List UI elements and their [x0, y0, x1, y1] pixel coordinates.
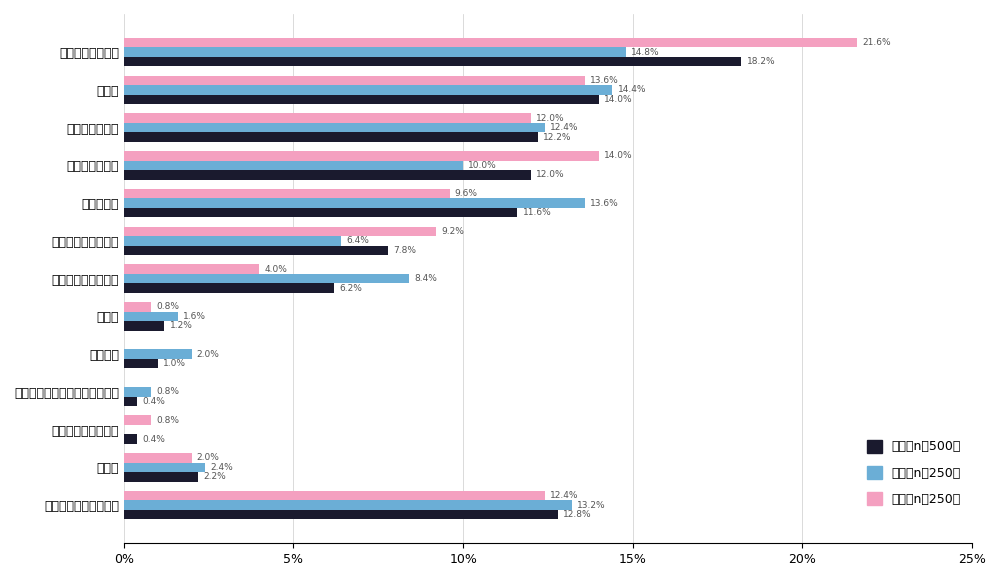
Bar [124, 472, 198, 481]
Bar [124, 76, 585, 85]
Text: 0.4%: 0.4% [142, 434, 165, 444]
Bar [124, 463, 205, 472]
Text: 0.8%: 0.8% [156, 387, 179, 396]
Text: 18.2%: 18.2% [746, 57, 775, 66]
Text: 0.8%: 0.8% [156, 416, 179, 425]
Text: 11.6%: 11.6% [523, 208, 551, 217]
Text: 2.0%: 2.0% [197, 350, 220, 358]
Bar [124, 311, 178, 321]
Bar [124, 274, 409, 284]
Bar [124, 510, 558, 519]
Text: 14.8%: 14.8% [631, 48, 660, 57]
Text: 12.4%: 12.4% [550, 123, 578, 132]
Text: 14.0%: 14.0% [604, 151, 633, 161]
Bar [124, 170, 531, 180]
Bar [124, 245, 388, 255]
Text: 9.2%: 9.2% [441, 227, 464, 236]
Text: 0.4%: 0.4% [142, 397, 165, 406]
Text: 12.8%: 12.8% [563, 510, 592, 519]
Bar [124, 189, 450, 198]
Text: 13.6%: 13.6% [590, 198, 619, 208]
Bar [124, 434, 137, 444]
Text: 0.8%: 0.8% [156, 302, 179, 311]
Text: 1.2%: 1.2% [170, 321, 192, 331]
Bar [124, 415, 151, 425]
Bar [124, 151, 599, 161]
Text: 21.6%: 21.6% [862, 38, 891, 47]
Bar [124, 501, 572, 510]
Text: 6.4%: 6.4% [346, 237, 369, 245]
Bar [124, 161, 463, 170]
Text: 2.2%: 2.2% [204, 472, 226, 481]
Text: 12.2%: 12.2% [543, 133, 571, 142]
Text: 7.8%: 7.8% [394, 246, 417, 255]
Text: 9.6%: 9.6% [455, 189, 478, 198]
Bar [124, 38, 857, 48]
Text: 13.6%: 13.6% [590, 76, 619, 85]
Text: 12.0%: 12.0% [536, 171, 565, 179]
Text: 2.0%: 2.0% [197, 454, 220, 462]
Bar [124, 397, 137, 406]
Bar [124, 302, 151, 311]
Bar [124, 48, 626, 57]
Bar [124, 132, 538, 142]
Text: 2.4%: 2.4% [210, 463, 233, 472]
Text: 10.0%: 10.0% [468, 161, 497, 170]
Bar [124, 114, 531, 123]
Bar [124, 387, 151, 397]
Text: 1.6%: 1.6% [183, 312, 206, 321]
Text: 4.0%: 4.0% [265, 264, 287, 274]
Text: 12.0%: 12.0% [536, 114, 565, 123]
Bar [124, 321, 164, 331]
Text: 8.4%: 8.4% [414, 274, 437, 283]
Text: 1.0%: 1.0% [163, 359, 186, 368]
Bar [124, 359, 158, 368]
Bar [124, 227, 436, 236]
Text: 14.0%: 14.0% [604, 95, 633, 104]
Bar [124, 264, 259, 274]
Bar [124, 198, 585, 208]
Bar [124, 284, 334, 293]
Bar [124, 236, 341, 245]
Text: 12.4%: 12.4% [550, 491, 578, 500]
Text: 14.4%: 14.4% [618, 85, 646, 95]
Bar [124, 208, 517, 218]
Bar [124, 95, 599, 104]
Bar [124, 491, 545, 501]
Bar [124, 57, 741, 66]
Bar [124, 453, 192, 463]
Text: 13.2%: 13.2% [577, 501, 605, 510]
Bar [124, 349, 192, 359]
Bar [124, 123, 545, 132]
Legend: 全体（n＝500）, 男性（n＝250）, 女性（n＝250）: 全体（n＝500）, 男性（n＝250）, 女性（n＝250） [862, 435, 966, 510]
Bar [124, 85, 612, 95]
Text: 6.2%: 6.2% [339, 284, 362, 292]
